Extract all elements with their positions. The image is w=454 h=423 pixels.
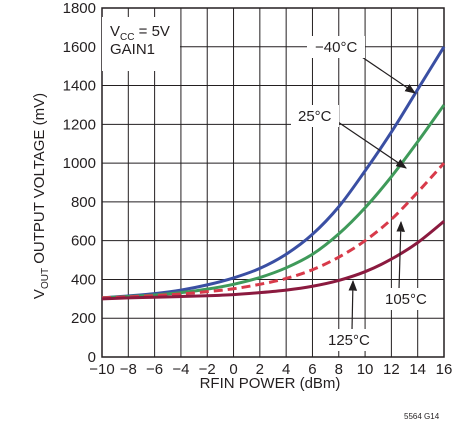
y-tick-label: 1600 — [63, 39, 96, 56]
figure-id: 5564 G14 — [404, 412, 440, 421]
x-tick-label: −10 — [89, 361, 114, 378]
annotation-leaders — [337, 52, 416, 331]
x-tick-label: 6 — [308, 361, 316, 378]
conditions-box-bg — [102, 17, 180, 71]
y-tick-label: 0 — [88, 349, 96, 366]
series-label-3: 125°C — [328, 332, 370, 349]
series-line-0 — [101, 45, 446, 300]
y-tick-labels: 0 200 400 600 800 1000 1200 1400 1600 1800 — [63, 0, 96, 366]
x-tick-label: 12 — [383, 361, 400, 378]
y-tick-label: 200 — [71, 310, 96, 327]
series-label-bg-2 — [379, 288, 437, 310]
y-tick-label: 400 — [71, 271, 96, 288]
series-label-1: 25°C — [298, 108, 332, 125]
y-tick-label: 1400 — [63, 78, 96, 95]
leader-arrow-1 — [337, 121, 407, 169]
leader-arrow-2 — [396, 220, 406, 290]
y-tick-label: 1200 — [63, 116, 96, 133]
vcc-condition: VCC = 5V — [110, 23, 170, 43]
x-tick-label: −2 — [199, 361, 216, 378]
y-tick-label: 1800 — [63, 0, 96, 17]
y-tick-label: 800 — [71, 194, 96, 211]
x-tick-labels: −10 −8 −6 −4 −2 0 2 4 6 8 10 12 14 16 — [89, 361, 452, 378]
leader-arrow-3 — [348, 279, 358, 331]
x-axis-label: RFIN POWER (dBm) — [200, 375, 341, 392]
y-tick-label: 1000 — [63, 155, 96, 172]
x-tick-label: 0 — [229, 361, 237, 378]
x-tick-label: 10 — [357, 361, 374, 378]
x-tick-label: 2 — [256, 361, 264, 378]
series-label-2: 105°C — [385, 291, 427, 308]
series-label-bg-3 — [322, 329, 380, 351]
series-label-0: −40°C — [315, 39, 357, 56]
x-tick-label: −4 — [172, 361, 189, 378]
series-label-bg-0 — [307, 36, 365, 58]
y-tick-label: 600 — [71, 233, 96, 250]
series-lines — [101, 45, 446, 301]
series-line-1 — [101, 104, 446, 300]
series-line-3 — [101, 220, 445, 301]
x-tick-label: −6 — [146, 361, 163, 378]
series-labels: −40°C 25°C 105°C 125°C — [291, 36, 437, 351]
gain-condition: GAIN1 — [110, 41, 155, 58]
leader-arrow-0 — [355, 52, 416, 94]
y-axis-label: VOUT OUTPUT VOLTAGE (mV) — [31, 93, 51, 299]
series-line-2 — [101, 162, 446, 300]
x-tick-label: 4 — [282, 361, 290, 378]
x-tick-label: 16 — [436, 361, 453, 378]
series-label-bg-1 — [291, 105, 339, 127]
x-tick-label: 8 — [335, 361, 343, 378]
plot-frame — [101, 7, 445, 358]
x-tick-label: −8 — [120, 361, 137, 378]
x-tick-label: 14 — [409, 361, 426, 378]
